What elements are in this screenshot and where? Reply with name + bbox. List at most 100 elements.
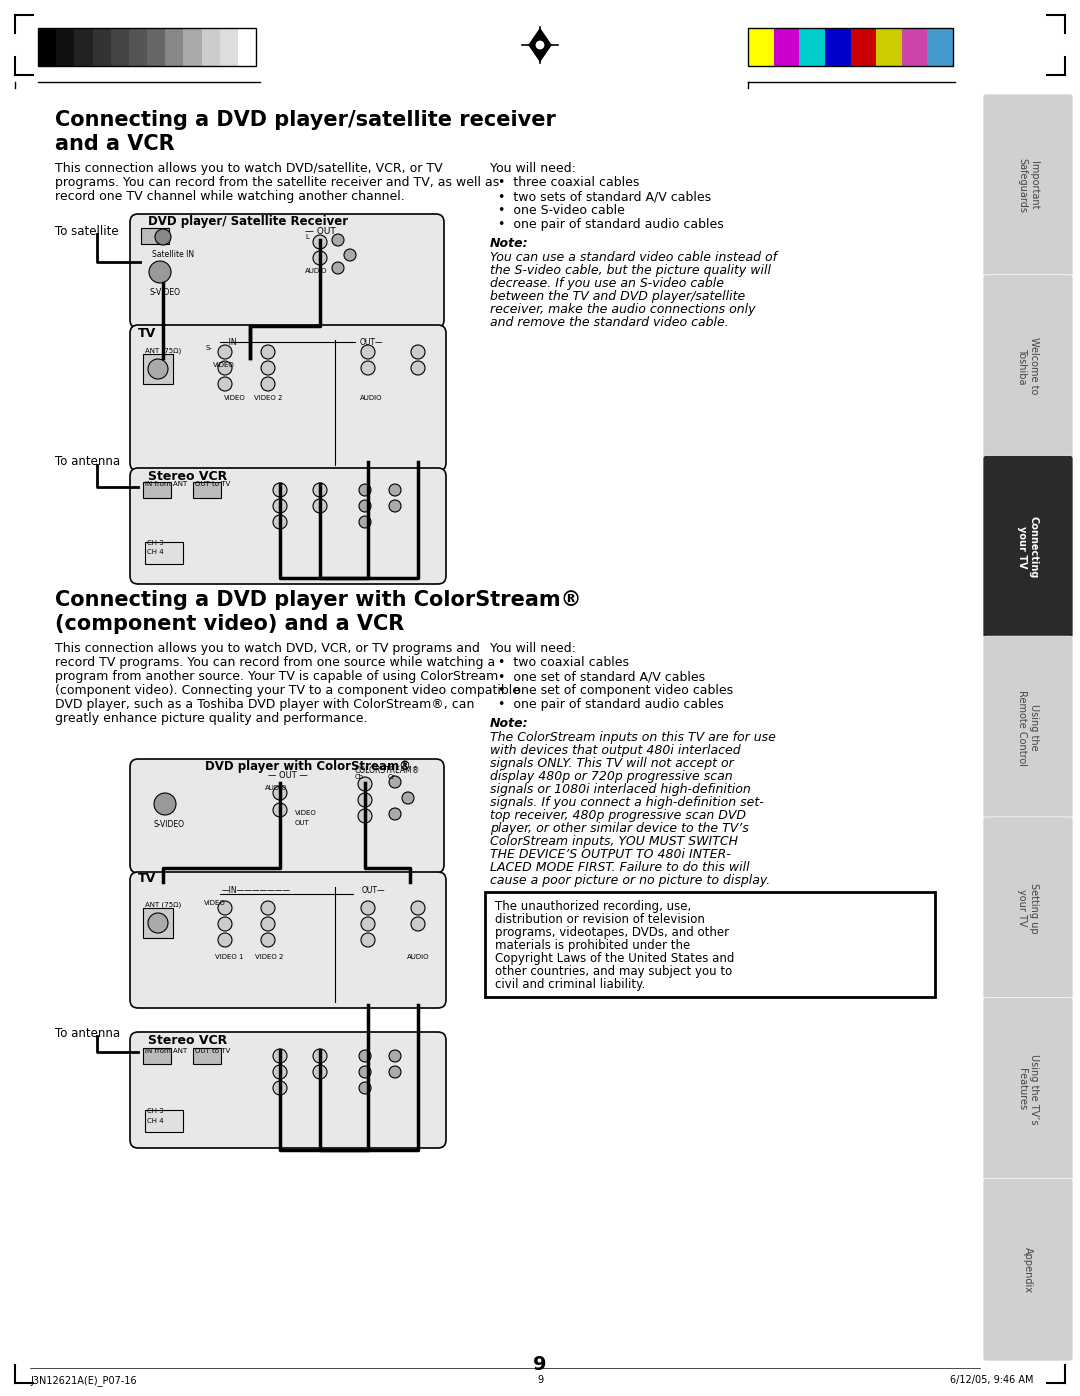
Text: —IN———————: —IN——————— — [222, 886, 291, 895]
Text: •  one S-video cable: • one S-video cable — [498, 204, 625, 216]
Text: display 480p or 720p progressive scan: display 480p or 720p progressive scan — [490, 771, 732, 783]
FancyBboxPatch shape — [983, 637, 1074, 819]
Bar — [93, 28, 110, 66]
Bar — [184, 28, 202, 66]
Text: Note:: Note: — [490, 237, 528, 250]
Text: •  one pair of standard audio cables: • one pair of standard audio cables — [498, 218, 724, 230]
Text: J3N12621A(E)_P07-16: J3N12621A(E)_P07-16 — [30, 1375, 137, 1386]
Text: Welcome to
Toshiba: Welcome to Toshiba — [1017, 338, 1039, 395]
FancyBboxPatch shape — [983, 817, 1074, 1000]
Text: the S-video cable, but the picture quality will: the S-video cable, but the picture quali… — [490, 264, 771, 276]
Text: VIDEO 1: VIDEO 1 — [215, 953, 243, 960]
Text: CH 4: CH 4 — [147, 549, 164, 556]
Circle shape — [402, 792, 414, 804]
FancyBboxPatch shape — [130, 872, 446, 1008]
Circle shape — [332, 262, 345, 274]
Circle shape — [218, 377, 232, 391]
Bar — [143, 355, 173, 384]
Circle shape — [261, 917, 275, 931]
Circle shape — [389, 500, 401, 512]
Circle shape — [359, 1050, 372, 1062]
Text: and a VCR: and a VCR — [55, 134, 175, 154]
Circle shape — [359, 1067, 372, 1078]
Text: VIDEO 2: VIDEO 2 — [255, 953, 283, 960]
FancyBboxPatch shape — [983, 1178, 1074, 1361]
Text: Cr: Cr — [388, 773, 395, 780]
Bar — [799, 28, 825, 66]
Text: program from another source. Your TV is capable of using ColorStream: program from another source. Your TV is … — [55, 670, 498, 683]
Circle shape — [148, 359, 168, 378]
Circle shape — [273, 515, 287, 529]
Text: VIDEO: VIDEO — [295, 810, 316, 817]
Text: (component video). Connecting your TV to a component video compatible: (component video). Connecting your TV to… — [55, 684, 519, 697]
Text: — OUT —: — OUT — — [268, 771, 308, 780]
Text: 9: 9 — [534, 1356, 546, 1374]
Circle shape — [359, 500, 372, 512]
Bar — [485, 892, 935, 997]
Circle shape — [273, 1065, 287, 1079]
Bar — [193, 482, 221, 498]
Circle shape — [411, 917, 426, 931]
Text: S-: S- — [205, 345, 212, 350]
Text: CH 3: CH 3 — [147, 540, 164, 546]
Circle shape — [361, 900, 375, 914]
Circle shape — [361, 345, 375, 359]
Circle shape — [389, 1050, 401, 1062]
Text: Connecting
your TV: Connecting your TV — [1017, 515, 1039, 578]
Circle shape — [273, 1048, 287, 1062]
Bar — [110, 28, 129, 66]
Circle shape — [218, 362, 232, 376]
Text: To satellite: To satellite — [55, 225, 119, 237]
Circle shape — [273, 803, 287, 817]
Text: Copyright Laws of the United States and: Copyright Laws of the United States and — [495, 952, 734, 965]
Bar — [202, 28, 219, 66]
Circle shape — [332, 235, 345, 246]
Circle shape — [359, 517, 372, 528]
Text: between the TV and DVD player/satellite: between the TV and DVD player/satellite — [490, 290, 745, 303]
Text: •  one set of component video cables: • one set of component video cables — [498, 684, 733, 697]
Text: record TV programs. You can record from one source while watching a: record TV programs. You can record from … — [55, 656, 496, 669]
Bar — [145, 1110, 183, 1132]
Text: VIDEO: VIDEO — [213, 362, 234, 369]
Text: This connection allows you to watch DVD, VCR, or TV programs and: This connection allows you to watch DVD,… — [55, 642, 480, 655]
Circle shape — [313, 1065, 327, 1079]
Text: VIDEO: VIDEO — [224, 395, 246, 401]
Bar — [851, 28, 876, 66]
Circle shape — [313, 483, 327, 497]
Circle shape — [149, 261, 171, 283]
Text: — OUT: — OUT — [305, 228, 336, 236]
Bar — [902, 28, 928, 66]
Circle shape — [361, 362, 375, 376]
Circle shape — [357, 793, 372, 807]
Text: IN from ANT: IN from ANT — [145, 1048, 187, 1054]
Text: •  one set of standard A/V cables: • one set of standard A/V cables — [498, 670, 705, 683]
Text: You will need:: You will need: — [490, 642, 576, 655]
Text: To antenna: To antenna — [55, 455, 120, 468]
Text: Using the TV’s
Features: Using the TV’s Features — [1017, 1054, 1039, 1124]
Text: materials is prohibited under the: materials is prohibited under the — [495, 940, 690, 952]
Circle shape — [359, 1082, 372, 1094]
Text: L: L — [305, 235, 309, 240]
Bar — [876, 28, 902, 66]
Circle shape — [261, 362, 275, 376]
Circle shape — [389, 1067, 401, 1078]
Circle shape — [313, 251, 327, 265]
Bar — [143, 1048, 171, 1064]
Circle shape — [154, 793, 176, 815]
Text: •  two sets of standard A/V cables: • two sets of standard A/V cables — [498, 190, 711, 202]
FancyBboxPatch shape — [130, 325, 446, 470]
Bar — [219, 28, 238, 66]
Circle shape — [218, 917, 232, 931]
FancyBboxPatch shape — [130, 1032, 446, 1148]
Text: ColorStream inputs, YOU MUST SWITCH: ColorStream inputs, YOU MUST SWITCH — [490, 835, 738, 847]
Bar — [141, 228, 168, 244]
Circle shape — [359, 484, 372, 496]
FancyBboxPatch shape — [130, 468, 446, 584]
Text: Satellite IN: Satellite IN — [152, 250, 194, 260]
Text: TV: TV — [138, 872, 157, 885]
Text: with devices that output 480i interlaced: with devices that output 480i interlaced — [490, 744, 741, 757]
Text: —IN———————: —IN——————— — [222, 338, 291, 348]
Text: receiver, make the audio connections only: receiver, make the audio connections onl… — [490, 303, 756, 315]
Bar — [147, 28, 165, 66]
Circle shape — [411, 345, 426, 359]
